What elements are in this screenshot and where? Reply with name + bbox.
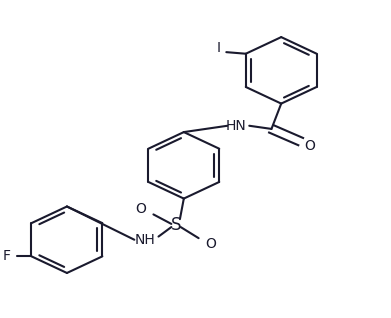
- Text: O: O: [206, 237, 217, 251]
- Text: I: I: [217, 41, 221, 55]
- Text: NH: NH: [135, 233, 155, 247]
- Text: S: S: [171, 217, 181, 234]
- Text: O: O: [136, 202, 146, 216]
- Text: HN: HN: [226, 119, 247, 133]
- Text: F: F: [2, 249, 10, 263]
- Text: O: O: [304, 139, 315, 153]
